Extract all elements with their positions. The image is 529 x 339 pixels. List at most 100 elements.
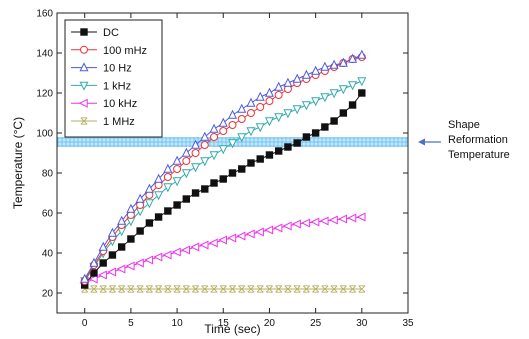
data-point [181, 169, 191, 179]
data-point [265, 151, 274, 159]
data-point [291, 219, 301, 229]
y-tick-label: 120 [36, 89, 53, 100]
data-point [247, 159, 255, 167]
data-point [256, 103, 265, 111]
data-point [338, 214, 348, 224]
data-point [329, 59, 339, 69]
data-point [219, 285, 227, 293]
data-point [98, 241, 108, 251]
data-point [80, 273, 90, 283]
legend-entry-label: 10 Hz [103, 63, 132, 75]
data-point [273, 223, 283, 233]
series-10-khz [79, 212, 366, 288]
data-point [181, 147, 191, 157]
data-point [338, 85, 348, 95]
data-point [238, 165, 246, 173]
y-tick-label: 80 [42, 169, 54, 180]
data-point [311, 65, 321, 75]
data-point [163, 163, 173, 173]
data-point [237, 103, 247, 113]
data-point [108, 285, 116, 293]
data-point [311, 97, 321, 107]
data-point [302, 133, 311, 141]
data-point [236, 231, 246, 241]
data-point [329, 89, 339, 99]
data-point [200, 157, 210, 167]
data-point [209, 151, 219, 161]
legend-swatch-marker [80, 28, 88, 36]
data-point [135, 193, 145, 203]
data-point [134, 258, 144, 268]
legend-entry-label: 100 mHz [103, 45, 147, 57]
data-point [357, 77, 367, 87]
data-point [108, 251, 117, 259]
data-point [301, 101, 311, 111]
y-tick-label: 20 [42, 289, 54, 300]
data-point [356, 212, 366, 222]
data-point [357, 49, 367, 59]
data-point [256, 155, 264, 163]
data-point [154, 173, 164, 183]
data-point [274, 81, 284, 91]
legend-entry-label: 10 kHz [103, 98, 137, 110]
data-point [348, 53, 358, 63]
data-point [173, 285, 181, 293]
data-point [246, 127, 256, 137]
data-point [173, 201, 181, 209]
data-point [218, 117, 228, 127]
x-axis-label: Time (sec) [204, 322, 260, 336]
data-point [180, 245, 191, 255]
data-point [190, 242, 200, 252]
data-point [255, 91, 265, 101]
y-axis-label: Temperature (°C) [11, 117, 25, 209]
data-point [219, 127, 228, 135]
data-point [200, 141, 209, 149]
data-point [228, 121, 237, 129]
data-point [284, 285, 292, 293]
data-point [182, 195, 191, 203]
data-point [247, 285, 255, 293]
y-tick-label: 40 [42, 249, 54, 260]
data-point [153, 252, 163, 262]
data-point [145, 285, 153, 293]
legend-entry-label: 1 MHz [103, 116, 135, 128]
data-point [256, 285, 264, 293]
data-point [282, 221, 292, 231]
data-point [208, 238, 218, 248]
data-point [348, 101, 357, 109]
data-point [227, 139, 238, 149]
data-point [107, 267, 117, 277]
data-point [172, 177, 182, 187]
data-point [163, 183, 173, 193]
data-point [145, 219, 154, 227]
data-point [348, 81, 358, 91]
data-point [301, 218, 311, 228]
data-point [330, 117, 338, 125]
data-point [191, 189, 200, 197]
data-point [292, 105, 302, 115]
x-tick-label: 30 [356, 318, 368, 329]
data-point [199, 240, 209, 250]
y-tick-label: 160 [36, 9, 53, 20]
data-point [265, 97, 274, 105]
data-point [264, 87, 274, 97]
data-point [283, 77, 293, 87]
data-point [264, 225, 274, 235]
data-point [321, 123, 329, 131]
data-point [219, 175, 227, 183]
data-point [201, 185, 209, 193]
data-point [245, 229, 255, 239]
data-point [330, 285, 338, 293]
data-point [246, 109, 255, 117]
legend-swatch-marker [79, 62, 89, 72]
data-point [311, 129, 320, 137]
data-point [358, 285, 366, 293]
data-point [321, 285, 329, 293]
plot-area-frame [56, 12, 409, 314]
data-point [162, 250, 172, 260]
data-point [210, 285, 218, 293]
data-point [358, 89, 366, 97]
data-point [320, 93, 330, 103]
y-tick-label: 60 [42, 209, 54, 220]
